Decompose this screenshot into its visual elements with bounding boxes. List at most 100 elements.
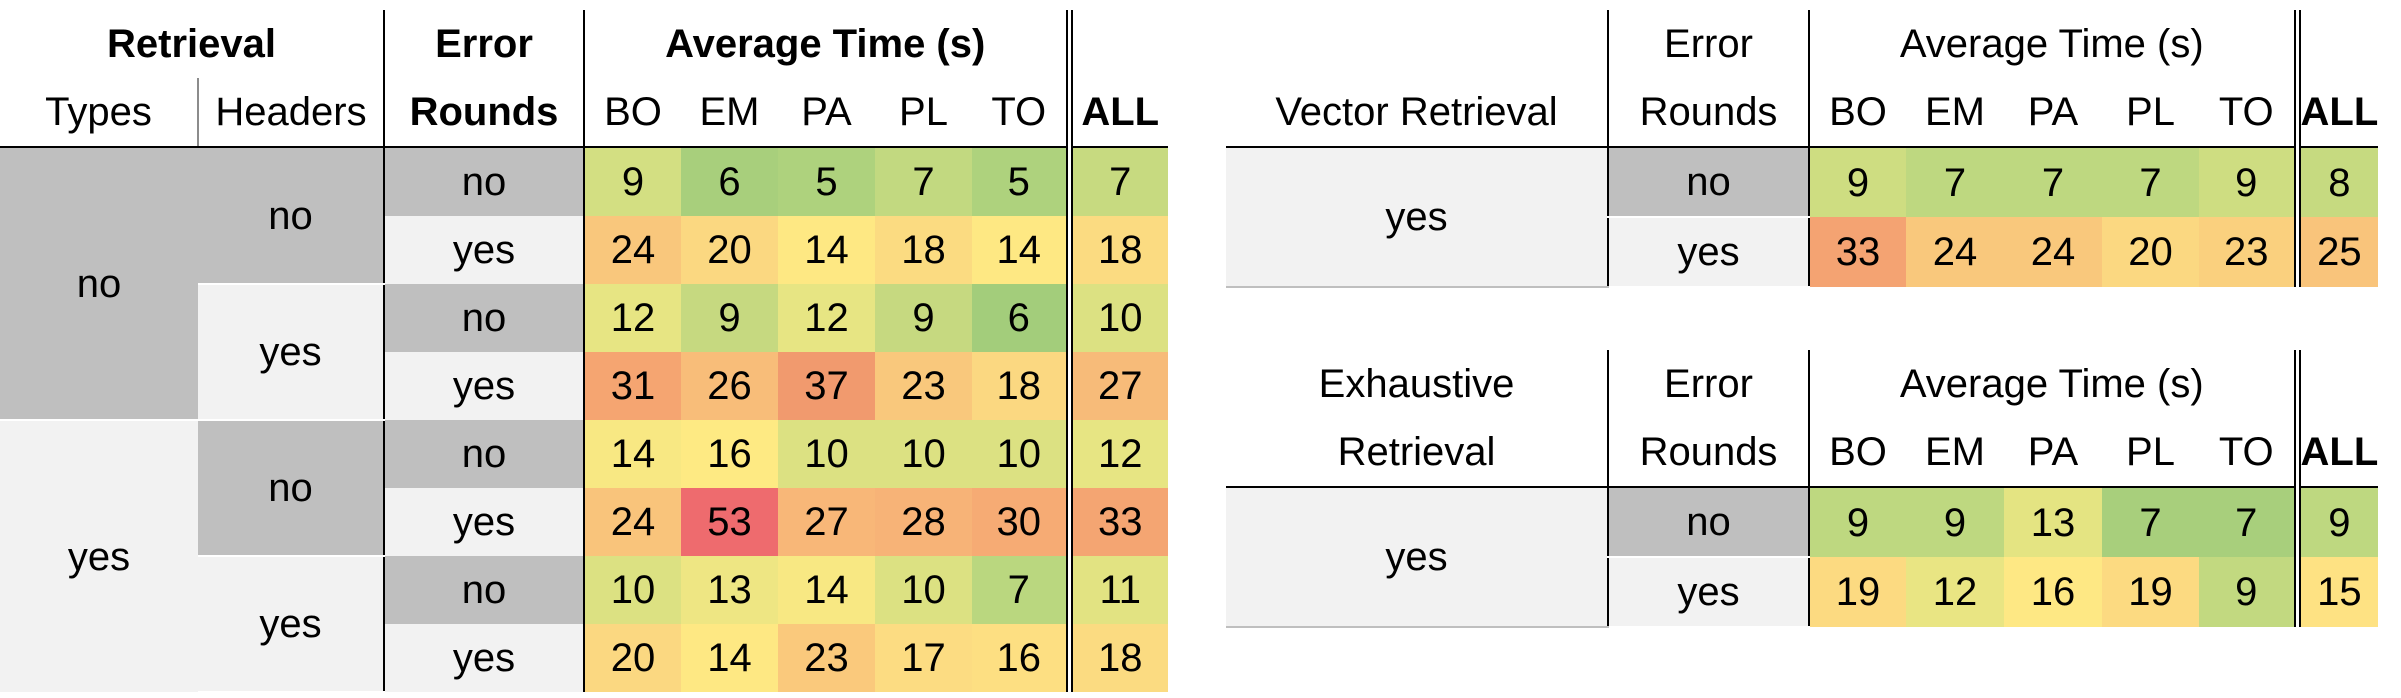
time-cell: 19 (2102, 557, 2199, 627)
all-cell: 25 (2293, 217, 2379, 287)
time-cell: 16 (972, 624, 1069, 692)
table-row: no no no 9 6 5 7 5 7 (0, 147, 1168, 421)
all-cell: 27 (1065, 352, 1168, 420)
time-cell: 9 (1808, 147, 1906, 217)
time-cell: 24 (2004, 217, 2102, 287)
time-cell: 7 (2004, 147, 2102, 217)
time-cell: 14 (583, 420, 681, 488)
error-rounds-cell: yes (1607, 557, 1809, 628)
time-cell: 7 (972, 556, 1069, 624)
label-header-spacer (1226, 10, 1608, 78)
time-cell: 9 (2199, 557, 2297, 627)
time-cell: 10 (875, 556, 972, 624)
error-rounds-cell: yes (383, 352, 584, 420)
retrieval-header: Retrieval (1226, 418, 1608, 488)
time-cell: 37 (778, 352, 875, 420)
col-header: PA (2004, 418, 2102, 488)
time-cell: 14 (681, 624, 778, 692)
time-cell: 7 (2102, 487, 2199, 557)
time-cell: 18 (972, 352, 1069, 420)
average-time-header: Average Time (s) (1808, 350, 2297, 418)
time-cell: 14 (972, 216, 1069, 284)
all-header: ALL (2293, 418, 2379, 488)
time-cell: 10 (875, 420, 972, 488)
table-row: yes 24 20 14 18 14 18 (0, 216, 1168, 284)
time-cell: 14 (778, 556, 875, 624)
time-cell: 27 (778, 488, 875, 556)
time-cell: 13 (2004, 487, 2102, 557)
time-cell: 33 (1808, 217, 1906, 287)
headers-cell: yes (198, 556, 384, 693)
error-header: Error (1607, 10, 1809, 78)
error-rounds-cell: no (383, 556, 584, 624)
time-cell: 24 (583, 488, 681, 556)
time-cell: 23 (875, 352, 972, 420)
col-header: PA (2004, 78, 2102, 148)
time-cell: 20 (583, 624, 681, 692)
all-cell: 12 (1065, 420, 1168, 488)
headers-cell: yes (198, 284, 384, 421)
error-header: Error (1607, 350, 1809, 418)
error-rounds-cell: no (383, 284, 584, 352)
exhaustive-header: Exhaustive (1318, 362, 1515, 406)
time-cell: 5 (778, 147, 875, 216)
all-header-spacer (2293, 10, 2379, 78)
group-cell: yes (1226, 487, 1608, 628)
time-cell: 26 (681, 352, 778, 420)
time-cell: 23 (778, 624, 875, 692)
table-row: yes 31 26 37 23 18 27 (0, 352, 1168, 420)
time-cell: 17 (875, 624, 972, 692)
time-cell: 10 (972, 420, 1069, 488)
table-row: yes no 9 9 13 7 7 9 (1226, 487, 2379, 628)
types-header: Types (0, 78, 198, 148)
col-header: BO (1808, 418, 1906, 488)
header-row-top: Retrieval Error Average Time (s) (0, 10, 1168, 78)
table-row: yes no 10 13 14 10 7 11 (0, 556, 1168, 693)
time-cell: 9 (875, 284, 972, 352)
rounds-header: Rounds (1607, 78, 1809, 148)
time-cell: 12 (583, 284, 681, 352)
all-cell: 15 (2293, 557, 2379, 627)
all-cell: 10 (1065, 284, 1168, 352)
time-cell: 5 (972, 147, 1069, 216)
col-header: PA (778, 78, 875, 148)
time-cell: 30 (972, 488, 1069, 556)
all-header-spacer (1065, 10, 1168, 78)
all-cell: 7 (1065, 147, 1168, 216)
error-rounds-cell: yes (383, 624, 584, 692)
col-header: PL (2102, 418, 2199, 488)
vector-retrieval-header: Vector Retrieval (1226, 78, 1608, 148)
time-cell: 16 (2004, 557, 2102, 627)
time-cell: 7 (2102, 147, 2199, 217)
time-cell: 6 (681, 147, 778, 216)
col-header: PL (2102, 78, 2199, 148)
error-rounds-cell: no (383, 147, 584, 216)
error-rounds-cell: yes (383, 216, 584, 284)
header-row-sub: Retrieval Rounds BO EM PA PL TO ALL (1226, 418, 2379, 488)
all-header: ALL (2293, 78, 2379, 148)
table-row: yes 20 14 23 17 16 18 (0, 624, 1168, 692)
time-cell: 19 (1808, 557, 1906, 627)
types-cell: no (0, 147, 198, 421)
time-cell: 9 (1906, 487, 2004, 557)
time-cell: 14 (778, 216, 875, 284)
time-cell: 9 (2199, 147, 2297, 217)
error-header: Error (383, 10, 584, 78)
time-cell: 13 (681, 556, 778, 624)
all-cell: 18 (1065, 216, 1168, 284)
error-rounds-cell: yes (383, 488, 584, 556)
header-row-sub: Vector Retrieval Rounds BO EM PA PL TO A… (1226, 78, 2379, 148)
time-cell: 9 (583, 147, 681, 216)
table-row: yes no 9 7 7 7 9 8 (1226, 147, 2379, 288)
col-header: EM (681, 78, 778, 148)
average-time-header: Average Time (s) (1808, 10, 2297, 78)
time-cell: 28 (875, 488, 972, 556)
time-cell: 10 (583, 556, 681, 624)
col-header: TO (972, 78, 1069, 148)
time-cell: 10 (778, 420, 875, 488)
average-time-header: Average Time (s) (583, 10, 1069, 78)
header-row-sub: Types Headers Rounds BO EM PA PL TO ALL (0, 78, 1168, 148)
all-cell: 11 (1065, 556, 1168, 624)
header-row-top: Error Average Time (s) (1226, 10, 2379, 78)
time-cell: 23 (2199, 217, 2297, 287)
